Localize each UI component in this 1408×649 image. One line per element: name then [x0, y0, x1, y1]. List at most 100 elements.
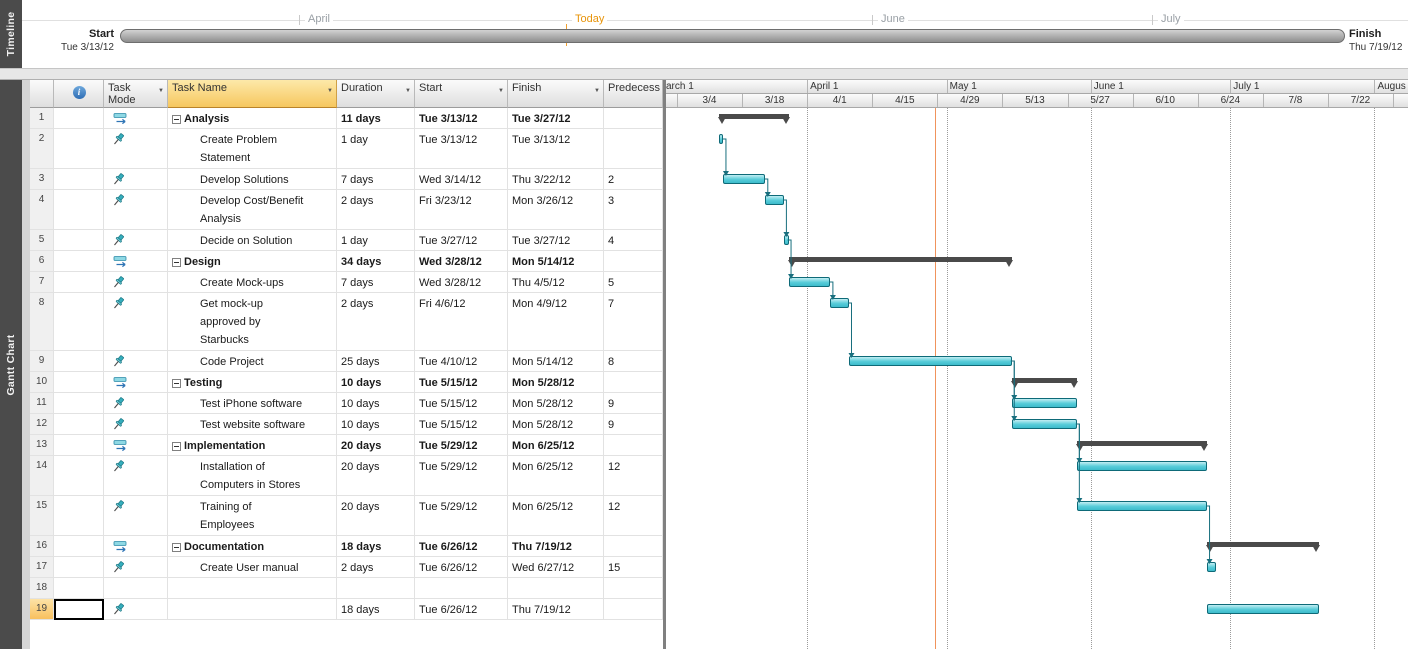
- row-number[interactable]: 15: [30, 496, 54, 536]
- duration-cell[interactable]: 11 days: [337, 108, 415, 129]
- info-cell[interactable]: [54, 169, 104, 190]
- start-date-cell[interactable]: Tue 3/13/12: [415, 129, 508, 169]
- finish-date-cell[interactable]: Tue 3/13/12: [508, 129, 604, 169]
- collapse-icon[interactable]: [172, 379, 181, 388]
- finish-date-cell[interactable]: Thu 4/5/12: [508, 272, 604, 293]
- task-mode-cell[interactable]: [104, 414, 168, 435]
- task-name-cell[interactable]: [168, 599, 337, 620]
- select-all-corner[interactable]: [30, 80, 54, 108]
- info-cell[interactable]: [54, 190, 104, 230]
- task-mode-cell[interactable]: [104, 578, 168, 599]
- info-cell[interactable]: [54, 251, 104, 272]
- task-name-cell[interactable]: Decide on Solution: [168, 230, 337, 251]
- dropdown-arrow-icon[interactable]: ▼: [498, 88, 504, 94]
- duration-cell[interactable]: 20 days: [337, 456, 415, 496]
- info-cell[interactable]: [54, 351, 104, 372]
- predecessors-cell[interactable]: 3: [604, 190, 663, 230]
- predecessors-cell[interactable]: 2: [604, 169, 663, 190]
- finish-date-cell[interactable]: Wed 6/27/12: [508, 557, 604, 578]
- task-name-cell[interactable]: Test website software: [168, 414, 337, 435]
- timeline-band[interactable]: [120, 29, 1345, 43]
- start-date-cell[interactable]: Tue 5/29/12: [415, 496, 508, 536]
- task-mode-cell[interactable]: [104, 557, 168, 578]
- predecessors-cell[interactable]: [604, 251, 663, 272]
- task-name-cell[interactable]: Documentation: [168, 536, 337, 557]
- info-cell[interactable]: [54, 272, 104, 293]
- panel-separator[interactable]: [0, 68, 1408, 80]
- gantt-bar-task[interactable]: [1011, 419, 1077, 429]
- task-name-cell[interactable]: Develop Cost/Benefit Analysis: [168, 190, 337, 230]
- dropdown-arrow-icon[interactable]: ▼: [594, 88, 600, 94]
- gantt-bar-task[interactable]: [765, 195, 784, 205]
- duration-cell[interactable]: 34 days: [337, 251, 415, 272]
- finish-date-cell[interactable]: Thu 7/19/12: [508, 599, 604, 620]
- task-mode-cell[interactable]: [104, 456, 168, 496]
- row-number[interactable]: 12: [30, 414, 54, 435]
- row-number[interactable]: 6: [30, 251, 54, 272]
- dropdown-arrow-icon[interactable]: ▼: [327, 88, 333, 94]
- task-mode-cell[interactable]: [104, 169, 168, 190]
- predecessors-cell[interactable]: 5: [604, 272, 663, 293]
- duration-cell[interactable]: 10 days: [337, 372, 415, 393]
- info-cell[interactable]: [54, 393, 104, 414]
- task-mode-cell[interactable]: [104, 230, 168, 251]
- finish-date-cell[interactable]: Mon 5/28/12: [508, 393, 604, 414]
- predecessors-cell[interactable]: [604, 372, 663, 393]
- collapse-icon[interactable]: [172, 115, 181, 124]
- row-number[interactable]: 16: [30, 536, 54, 557]
- row-number[interactable]: 7: [30, 272, 54, 293]
- task-name-cell[interactable]: Training of Employees: [168, 496, 337, 536]
- task-mode-cell[interactable]: [104, 351, 168, 372]
- task-name-cell[interactable]: Analysis: [168, 108, 337, 129]
- row-number[interactable]: 4: [30, 190, 54, 230]
- gantt-bar-task[interactable]: [1076, 501, 1208, 511]
- task-mode-cell[interactable]: [104, 599, 168, 620]
- row-number[interactable]: 1: [30, 108, 54, 129]
- task-name-cell[interactable]: Get mock-up approved by Starbucks: [168, 293, 337, 351]
- row-number[interactable]: 3: [30, 169, 54, 190]
- timeline-canvas[interactable]: April June July Today Start Tue 3/13/12 Fi…: [22, 0, 1408, 68]
- gantt-bar-task[interactable]: [849, 356, 1012, 366]
- info-cell[interactable]: [54, 599, 104, 620]
- finish-date-cell[interactable]: Mon 5/28/12: [508, 372, 604, 393]
- task-mode-cell[interactable]: [104, 108, 168, 129]
- view-splitter[interactable]: [663, 80, 666, 649]
- duration-cell[interactable]: 1 day: [337, 129, 415, 169]
- duration-cell[interactable]: 7 days: [337, 169, 415, 190]
- start-date-cell[interactable]: Tue 3/13/12: [415, 108, 508, 129]
- predecessors-cell[interactable]: [604, 599, 663, 620]
- gantt-bar-summary[interactable]: [717, 114, 790, 124]
- info-cell[interactable]: [54, 230, 104, 251]
- gantt-bar-task[interactable]: [723, 174, 766, 184]
- dropdown-arrow-icon[interactable]: ▼: [405, 88, 411, 94]
- info-cell[interactable]: [54, 496, 104, 536]
- finish-date-cell[interactable]: Mon 4/9/12: [508, 293, 604, 351]
- task-name-cell[interactable]: [168, 578, 337, 599]
- finish-date-cell[interactable]: [508, 578, 604, 599]
- collapse-icon[interactable]: [172, 442, 181, 451]
- predecessors-cell[interactable]: [604, 578, 663, 599]
- column-header-info[interactable]: i: [54, 80, 104, 108]
- predecessors-cell[interactable]: [604, 129, 663, 169]
- task-name-cell[interactable]: Create Problem Statement: [168, 129, 337, 169]
- finish-date-cell[interactable]: Mon 5/14/12: [508, 351, 604, 372]
- timeline-view-tab[interactable]: Timeline: [0, 0, 22, 68]
- task-name-cell[interactable]: Implementation: [168, 435, 337, 456]
- info-cell[interactable]: [54, 536, 104, 557]
- predecessors-cell[interactable]: 12: [604, 456, 663, 496]
- gantt-chart-body[interactable]: [666, 108, 1408, 649]
- finish-date-cell[interactable]: Mon 6/25/12: [508, 456, 604, 496]
- task-name-cell[interactable]: Testing: [168, 372, 337, 393]
- info-cell[interactable]: [54, 557, 104, 578]
- task-mode-cell[interactable]: [104, 190, 168, 230]
- collapse-icon[interactable]: [172, 543, 181, 552]
- task-name-cell[interactable]: Installation of Computers in Stores: [168, 456, 337, 496]
- finish-date-cell[interactable]: Mon 5/28/12: [508, 414, 604, 435]
- start-date-cell[interactable]: Tue 5/15/12: [415, 414, 508, 435]
- gantt-chart-view-tab[interactable]: Gantt Chart: [0, 80, 22, 649]
- duration-cell[interactable]: 2 days: [337, 557, 415, 578]
- predecessors-cell[interactable]: [604, 108, 663, 129]
- row-number[interactable]: 5: [30, 230, 54, 251]
- duration-cell[interactable]: 20 days: [337, 496, 415, 536]
- duration-cell[interactable]: 25 days: [337, 351, 415, 372]
